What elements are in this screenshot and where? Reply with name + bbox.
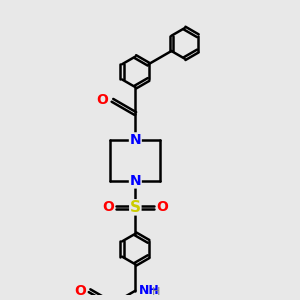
Text: N: N bbox=[130, 133, 141, 147]
Text: O: O bbox=[96, 93, 108, 107]
Text: N: N bbox=[130, 174, 141, 188]
Text: O: O bbox=[102, 200, 114, 214]
Text: NH: NH bbox=[139, 284, 160, 297]
Text: O: O bbox=[157, 200, 169, 214]
Text: S: S bbox=[130, 200, 141, 215]
Text: O: O bbox=[74, 284, 86, 298]
Text: H: H bbox=[152, 287, 160, 297]
